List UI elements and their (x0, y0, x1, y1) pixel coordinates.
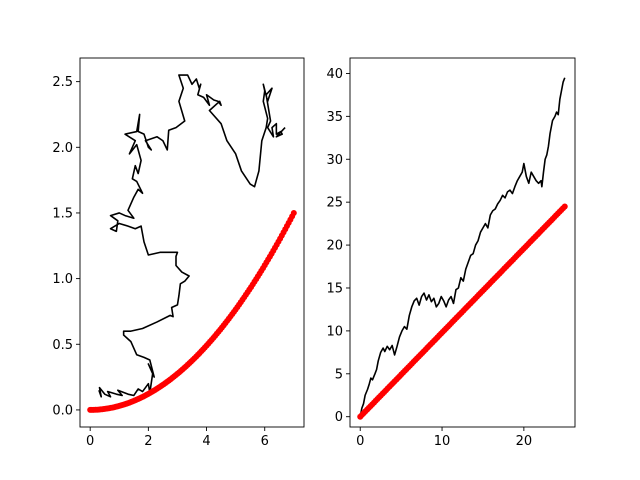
y-tick-label: 35 (326, 110, 343, 125)
y-tick-label: 30 (326, 153, 343, 168)
y-tick-label: 10 (326, 324, 343, 339)
x-tick-label: 4 (202, 434, 210, 449)
y-tick-label: 2.0 (52, 141, 73, 156)
axes-frame (79, 57, 305, 428)
series-line (98, 74, 286, 398)
x-tick-label: 2 (144, 434, 152, 449)
series-line (359, 77, 566, 417)
plot-area (357, 77, 568, 420)
x-tick-label: 20 (516, 434, 533, 449)
y-tick-label: 1.0 (52, 272, 73, 287)
y-tick-label: 1.5 (52, 206, 73, 221)
y-tick-label: 40 (326, 67, 343, 82)
axes-frame (349, 57, 576, 428)
plot-area (87, 74, 297, 413)
y-tick-label: 5 (335, 367, 343, 382)
right-plot-panel: 0 10 20 0 5 10 15 20 25 30 35 40 (326, 57, 576, 449)
x-tick-label: 6 (261, 434, 269, 449)
y-tick-label: 25 (326, 196, 343, 211)
y-tick-label: 2.5 (52, 75, 73, 90)
x-tick-label: 10 (434, 434, 451, 449)
y-tick-label: 0 (335, 410, 343, 425)
data-point (290, 210, 297, 217)
data-point (561, 203, 568, 210)
x-tick-label: 0 (356, 434, 364, 449)
y-tick-label: 0.5 (52, 338, 73, 353)
y-tick-label: 20 (326, 239, 343, 254)
y-tick-label: 15 (326, 281, 343, 296)
left-plot-panel: 0 2 4 6 0.0 0.5 1.0 1.5 2.0 2.5 (52, 57, 305, 449)
x-tick-label: 0 (86, 434, 94, 449)
y-tick-label: 0.0 (52, 403, 73, 418)
